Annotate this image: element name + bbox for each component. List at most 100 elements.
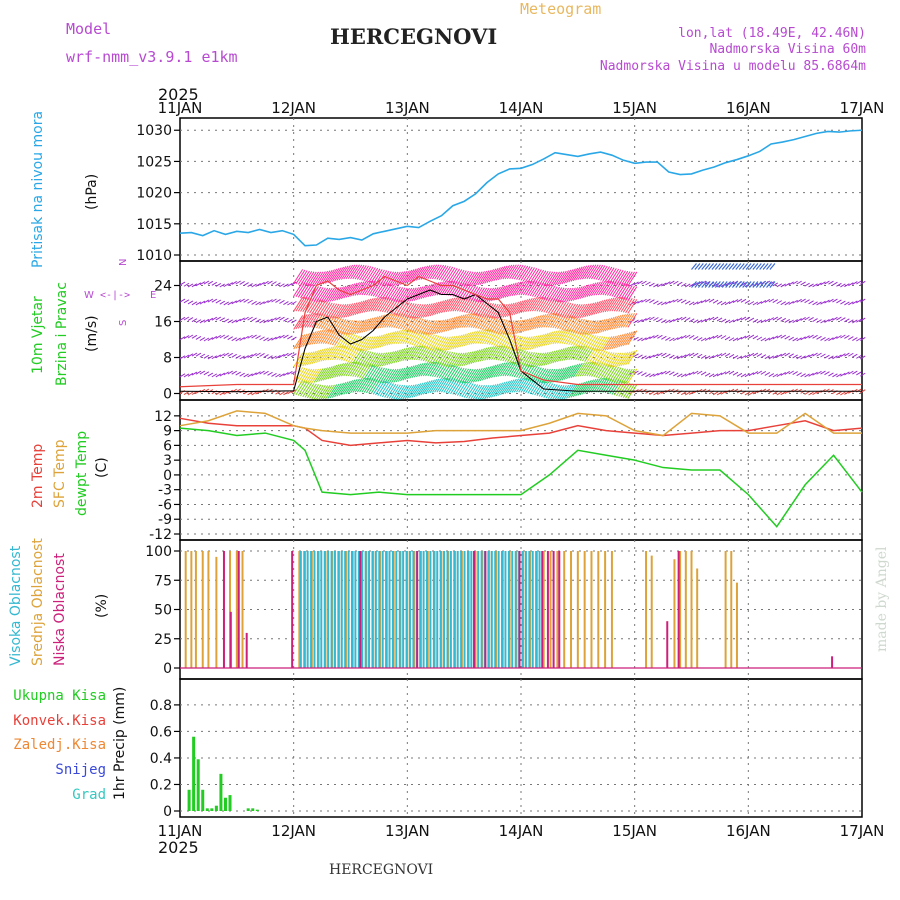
wind-barb <box>824 337 830 342</box>
wind-barb <box>708 355 715 360</box>
wind-barb <box>840 283 846 288</box>
wind-hatch <box>572 304 583 319</box>
wind-hatch <box>559 287 570 303</box>
wind-barb <box>720 335 727 340</box>
wind-barb <box>283 352 289 357</box>
wind-hatch <box>434 349 445 365</box>
wind-hatch <box>413 304 424 319</box>
wind-hatch <box>568 287 579 302</box>
wind-barb <box>712 373 719 378</box>
wind-hatch <box>429 361 440 377</box>
wind-hatch <box>381 351 392 367</box>
wind-hatch <box>484 365 495 380</box>
x-tick-label-bottom: 12JAN <box>271 822 316 840</box>
wind-hatch <box>609 366 620 382</box>
x-tick-label-top: 17JAN <box>840 99 885 117</box>
wind-hatch <box>620 284 631 300</box>
wind-barb <box>804 316 810 321</box>
precip-conv-label: Konvek.Kisa <box>13 713 106 729</box>
wind-barb <box>673 317 679 322</box>
pressure-unit: (hPa) <box>84 174 100 210</box>
precip-bar <box>214 805 218 811</box>
wind-barb <box>788 370 794 375</box>
wind-barb <box>255 371 261 376</box>
wind-hatch <box>379 381 390 397</box>
wind-hatch <box>536 352 547 367</box>
wind-barb <box>207 280 214 285</box>
wind-barb <box>665 281 671 286</box>
wind-hatch <box>616 297 626 312</box>
wind-hatch <box>563 316 574 331</box>
wind-hatch <box>472 300 483 315</box>
wind-barb <box>692 319 699 324</box>
wind-barb <box>744 353 751 358</box>
wind-hatch <box>334 382 345 398</box>
wind-barb <box>219 391 226 396</box>
wind-barb-blue <box>745 263 752 270</box>
wind-hatch <box>609 315 620 331</box>
wind-barb <box>267 337 273 342</box>
wind-barb <box>748 334 755 339</box>
wind-hatch <box>491 383 501 398</box>
wind-hatch <box>577 362 588 377</box>
wind-hatch <box>427 361 438 377</box>
wind-barb <box>207 355 214 360</box>
wind-barb <box>780 352 786 357</box>
wind-hatch <box>334 363 345 378</box>
wind-hatch <box>397 385 408 400</box>
wind-barb <box>796 372 802 377</box>
wind-barb <box>283 283 289 288</box>
wind-hatch <box>377 381 388 396</box>
precip-panel <box>179 678 863 818</box>
wind-barb <box>796 337 802 342</box>
wind-barb <box>744 316 751 321</box>
wind-hatch <box>481 269 492 285</box>
wind-hatch <box>438 299 449 314</box>
wind-hatch <box>472 329 483 345</box>
wind-hatch <box>545 330 556 346</box>
wind-hatch <box>350 361 360 377</box>
wind-hatch <box>390 286 401 302</box>
wind-barb <box>780 372 786 376</box>
wind-barb <box>275 282 281 287</box>
wind-hatch <box>561 384 572 400</box>
wind-hatch <box>622 313 633 328</box>
wind-hatch <box>472 271 483 286</box>
wind-hatch <box>545 313 556 328</box>
wind-hatch <box>315 329 326 345</box>
wind-hatch <box>318 301 329 316</box>
wind-barb <box>780 334 786 339</box>
wind-barb <box>283 301 289 306</box>
wind-barb <box>649 373 655 378</box>
wind-hatch <box>525 297 535 313</box>
wind-barb <box>287 335 293 340</box>
wind-hatch <box>425 334 435 349</box>
wind-barb <box>784 301 790 306</box>
wind-label-2: Brzina i Pravac <box>54 282 70 386</box>
wind-barb <box>684 391 691 396</box>
wind-barb <box>649 282 655 287</box>
wind-hatch <box>502 333 513 349</box>
wind-barb <box>247 354 253 358</box>
wind-barb <box>247 316 253 321</box>
wind-hatch <box>322 315 333 330</box>
wind-hatch <box>409 287 420 302</box>
wind-hatch <box>393 300 404 315</box>
wind-hatch <box>293 352 304 368</box>
wind-barb <box>211 298 218 303</box>
wind-barb <box>207 337 214 341</box>
wind-barb <box>744 299 751 304</box>
wind-hatch <box>572 318 583 334</box>
wind-barb <box>736 372 743 377</box>
wind-barb <box>860 372 866 377</box>
wind-hatch <box>543 331 554 347</box>
wind-hatch <box>518 265 529 281</box>
wind-hatch <box>331 267 342 282</box>
wind-hatch <box>479 366 490 382</box>
wind-barb <box>708 298 715 303</box>
wind-hatch <box>454 367 465 383</box>
wind-barb <box>677 316 683 321</box>
wind-barb <box>724 301 731 306</box>
wind-hatch <box>313 384 324 400</box>
wind-hatch <box>436 377 447 393</box>
